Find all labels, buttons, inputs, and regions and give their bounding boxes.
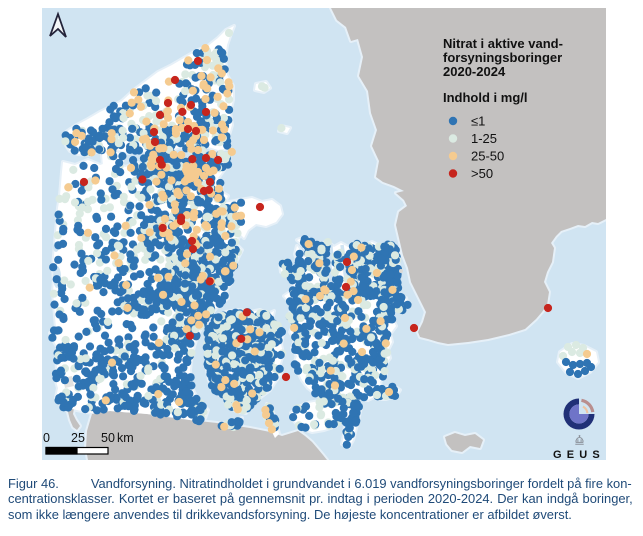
svg-text:50: 50 (101, 431, 115, 445)
svg-text:GEUS: GEUS (553, 449, 605, 461)
svg-text:25: 25 (71, 431, 85, 445)
svg-text:forsyningsboringer: forsyningsboringer (443, 50, 562, 65)
svg-text:0: 0 (43, 431, 50, 445)
svg-text:≤1: ≤1 (471, 114, 485, 129)
svg-text:25-50: 25-50 (471, 149, 504, 164)
svg-text:1-25: 1-25 (471, 131, 497, 146)
svg-text:>50: >50 (471, 166, 493, 181)
svg-text:Indhold i mg/l: Indhold i mg/l (443, 90, 528, 105)
svg-text:2020-2024: 2020-2024 (443, 64, 506, 79)
svg-text:km: km (117, 431, 134, 445)
svg-text:Nitrat i aktive vand-: Nitrat i aktive vand- (443, 36, 563, 51)
